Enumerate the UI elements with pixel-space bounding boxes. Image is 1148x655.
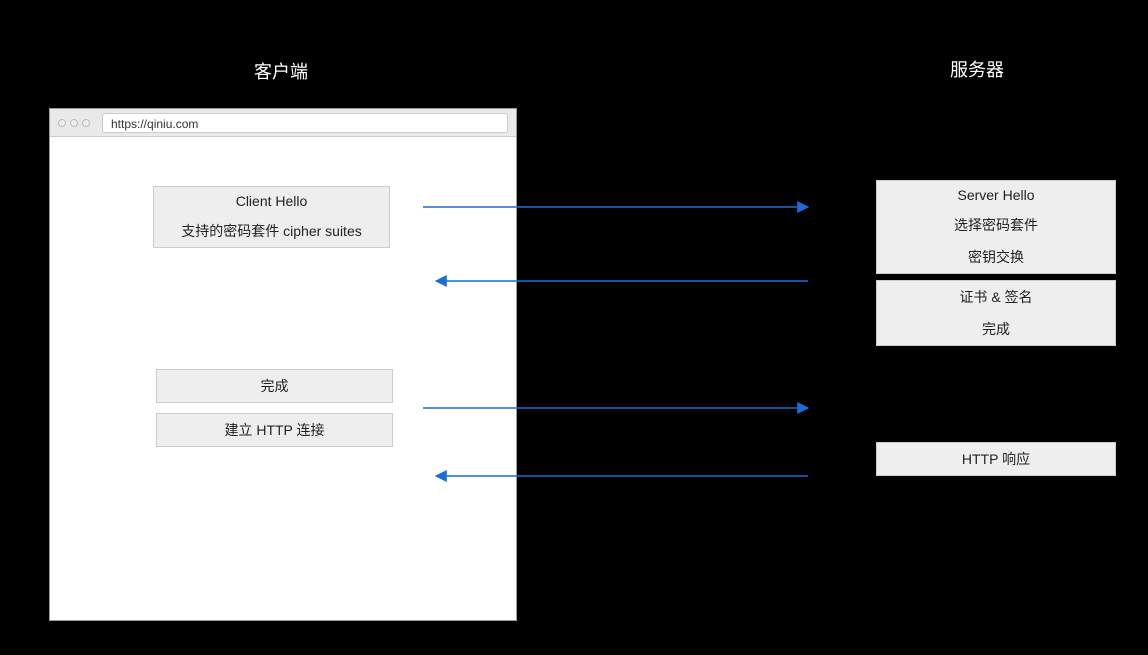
client-hello-box: Client Hello 支持的密码套件 cipher suites: [153, 186, 390, 248]
window-dot: [70, 119, 78, 127]
client-hello-title: Client Hello: [154, 187, 389, 215]
url-bar[interactable]: https://qiniu.com: [102, 113, 508, 133]
server-cert-done: 完成: [877, 313, 1115, 345]
client-done-box: 完成: [156, 369, 393, 403]
browser-titlebar: https://qiniu.com: [50, 109, 516, 137]
server-resp-label: HTTP 响应: [877, 443, 1115, 475]
client-http-box: 建立 HTTP 连接: [156, 413, 393, 447]
server-hello-box: Server Hello 选择密码套件 密钥交换: [876, 180, 1116, 274]
window-dot: [58, 119, 66, 127]
client-done-label: 完成: [157, 370, 392, 402]
server-cert-label: 证书 & 签名: [877, 281, 1115, 313]
server-cert-box: 证书 & 签名 完成: [876, 280, 1116, 346]
server-title: 服务器: [950, 56, 1004, 82]
client-http-label: 建立 HTTP 连接: [157, 414, 392, 446]
client-title: 客户端: [254, 58, 308, 84]
browser-window: https://qiniu.com: [49, 108, 517, 621]
server-hello-keyex: 密钥交换: [877, 241, 1115, 273]
server-resp-box: HTTP 响应: [876, 442, 1116, 476]
window-dot: [82, 119, 90, 127]
server-hello-cipher: 选择密码套件: [877, 209, 1115, 241]
client-hello-ciphers: 支持的密码套件 cipher suites: [154, 215, 389, 247]
server-hello-title: Server Hello: [877, 181, 1115, 209]
